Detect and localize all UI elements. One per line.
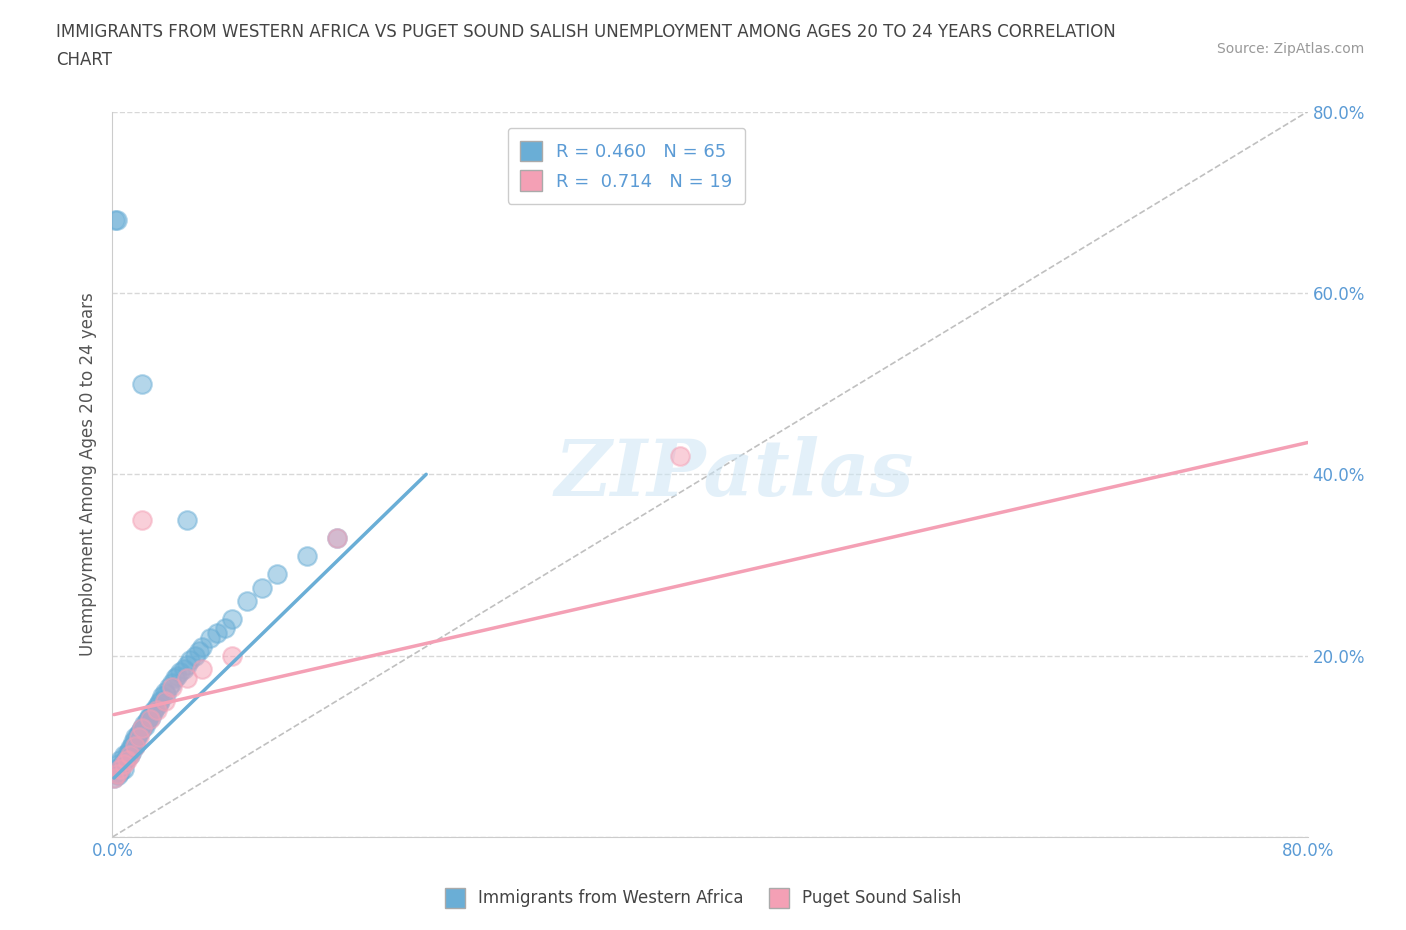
Point xyxy=(135,713,157,728)
Point xyxy=(131,721,153,736)
Point xyxy=(162,680,183,695)
Point xyxy=(120,748,142,763)
Point xyxy=(128,725,150,740)
Point xyxy=(325,530,347,545)
Point xyxy=(153,684,176,699)
Point xyxy=(198,631,221,645)
Legend: R = 0.460   N = 65, R =  0.714   N = 19: R = 0.460 N = 65, R = 0.714 N = 19 xyxy=(508,128,745,204)
Point xyxy=(143,703,166,718)
Point xyxy=(162,675,183,690)
Text: Source: ZipAtlas.com: Source: ZipAtlas.com xyxy=(1216,42,1364,56)
Point xyxy=(236,594,259,609)
Point xyxy=(114,748,135,763)
Point xyxy=(146,703,169,718)
Point xyxy=(103,771,125,786)
Point xyxy=(108,764,131,779)
Point xyxy=(191,639,214,654)
Point xyxy=(169,665,191,680)
Point xyxy=(139,711,162,726)
Point xyxy=(108,762,131,777)
Point xyxy=(124,730,146,745)
Point xyxy=(120,748,142,763)
Point xyxy=(157,680,180,695)
Point xyxy=(107,757,129,772)
Point xyxy=(142,704,165,719)
Point xyxy=(141,710,163,724)
Point xyxy=(153,694,176,709)
Point xyxy=(111,755,134,770)
Point xyxy=(125,732,148,747)
Point xyxy=(110,759,132,774)
Point xyxy=(176,512,198,527)
Point xyxy=(117,750,139,764)
Point xyxy=(191,662,214,677)
Point xyxy=(108,752,131,767)
Point xyxy=(103,771,125,786)
Point xyxy=(179,653,201,668)
Point xyxy=(122,735,145,750)
Point xyxy=(138,711,160,726)
Point xyxy=(150,689,173,704)
Text: IMMIGRANTS FROM WESTERN AFRICA VS PUGET SOUND SALISH UNEMPLOYMENT AMONG AGES 20 : IMMIGRANTS FROM WESTERN AFRICA VS PUGET … xyxy=(56,23,1116,41)
Text: CHART: CHART xyxy=(56,51,112,69)
Point xyxy=(129,723,152,737)
Point xyxy=(121,738,143,753)
Point xyxy=(146,698,169,713)
Point xyxy=(131,512,153,527)
Legend: Immigrants from Western Africa, Puget Sound Salish: Immigrants from Western Africa, Puget So… xyxy=(439,882,967,914)
Point xyxy=(124,738,146,753)
Point xyxy=(221,648,243,663)
Point xyxy=(105,766,128,781)
Point xyxy=(124,738,146,753)
Point xyxy=(131,377,153,392)
Point xyxy=(120,740,142,755)
Point xyxy=(183,648,205,663)
Point xyxy=(325,530,347,545)
Point xyxy=(121,743,143,758)
Point xyxy=(128,730,150,745)
Point xyxy=(117,752,139,767)
Y-axis label: Unemployment Among Ages 20 to 24 years: Unemployment Among Ages 20 to 24 years xyxy=(79,292,97,657)
Point xyxy=(115,752,138,767)
Point xyxy=(132,716,155,731)
Point xyxy=(105,766,128,781)
Point xyxy=(117,746,139,761)
Point xyxy=(205,626,228,641)
Point xyxy=(188,644,211,658)
Point xyxy=(104,213,127,228)
Point xyxy=(149,694,172,709)
Point xyxy=(107,768,129,783)
Point xyxy=(118,743,141,758)
Text: ZIPatlas: ZIPatlas xyxy=(554,436,914,512)
Point xyxy=(134,719,156,734)
Point xyxy=(127,728,149,743)
Point xyxy=(114,762,135,777)
Point xyxy=(166,668,188,683)
Point xyxy=(176,658,198,672)
Point xyxy=(148,696,170,711)
Point xyxy=(105,213,128,228)
Point xyxy=(214,621,236,636)
Point xyxy=(221,612,243,627)
Point xyxy=(176,671,198,685)
Point xyxy=(250,580,273,595)
Point xyxy=(165,671,187,685)
Point xyxy=(131,721,153,736)
Point xyxy=(155,686,177,701)
Point xyxy=(669,449,692,464)
Point xyxy=(295,549,318,564)
Point xyxy=(266,566,288,581)
Point xyxy=(173,662,195,677)
Point xyxy=(114,757,135,772)
Point xyxy=(104,762,127,777)
Point xyxy=(139,707,162,722)
